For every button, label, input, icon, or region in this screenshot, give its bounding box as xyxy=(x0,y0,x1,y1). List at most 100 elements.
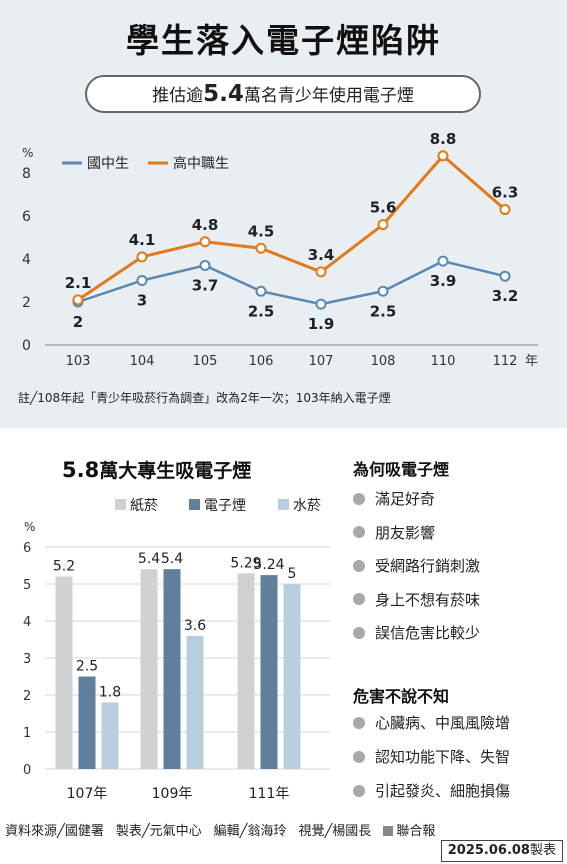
line-y-tick-label: 2 xyxy=(22,295,31,311)
why-item-label: 身上不想有菸味 xyxy=(375,590,481,609)
brand-square-icon xyxy=(383,826,394,836)
why-item: 滿足好奇 xyxy=(353,488,435,509)
line-x-tick-label: 108 xyxy=(371,354,396,369)
bar xyxy=(163,569,181,769)
main-title: 學生落入電子煙陷阱 xyxy=(126,21,441,60)
why-item: 身上不想有菸味 xyxy=(353,589,480,610)
senior-point xyxy=(199,236,211,248)
senior-point xyxy=(377,219,389,231)
line-x-tick-label: 107 xyxy=(309,354,334,369)
credit-source: 資料來源╱國健署 xyxy=(5,824,104,839)
bullet-icon xyxy=(353,784,365,797)
why-item-label: 誤信危害比較少 xyxy=(375,624,481,642)
subtitle-box: 推估逾5.4萬名青少年使用電子煙 xyxy=(85,75,481,113)
line-x-tick-label: 104 xyxy=(130,354,155,369)
harm-heading: 危害不說不知 xyxy=(353,687,450,706)
harm-item: 心臟病、中風風險增 xyxy=(353,712,510,733)
credit-brand: 聯合報 xyxy=(396,824,436,839)
senior-data-label: 2.1 xyxy=(65,274,92,292)
legend-junior-label: 國中生 xyxy=(87,156,129,172)
bar-y-tick-label: 3 xyxy=(23,652,31,667)
credit-visual: 視覺╱楊國長 xyxy=(298,824,372,839)
senior-data-label: 6.3 xyxy=(492,184,519,202)
line-y-tick-label: 4 xyxy=(22,252,31,268)
bullet-icon xyxy=(353,492,365,505)
why-item: 誤信危害比較少 xyxy=(353,622,480,643)
senior-point xyxy=(136,251,148,263)
bar-data-label: 3.6 xyxy=(184,618,206,634)
line-unit-label: % xyxy=(22,146,33,160)
bullet-icon xyxy=(353,716,365,729)
bar-chart-title: 5.8萬大專生吸電子煙 xyxy=(62,456,251,483)
senior-point xyxy=(255,242,267,254)
line-y-tick-label: 6 xyxy=(22,209,31,225)
bar-data-label: 5.2 xyxy=(53,559,75,575)
credit-editor: 編輯╱翁海玲 xyxy=(213,824,287,839)
junior-point xyxy=(315,298,327,310)
bar-data-label: 1.8 xyxy=(99,684,121,700)
bar-y-tick-label: 2 xyxy=(23,689,31,704)
harm-item: 引起發炎、細胞損傷 xyxy=(353,780,510,801)
bar-x-tick-label: 111年 xyxy=(249,786,290,802)
bar-y-tick-label: 5 xyxy=(23,578,31,593)
senior-point xyxy=(72,294,84,306)
line-y-tick-label: 8 xyxy=(22,166,31,182)
senior-data-label: 5.6 xyxy=(370,199,397,217)
bar-data-label: 2.5 xyxy=(76,659,98,675)
bar-data-label: 5.4 xyxy=(161,551,183,567)
bullet-icon xyxy=(353,559,365,572)
why-item: 朋友影響 xyxy=(353,522,435,543)
junior-data-label: 3.2 xyxy=(492,287,519,305)
legend-senior-label: 高中職生 xyxy=(173,155,229,172)
senior-point xyxy=(315,266,327,278)
bar xyxy=(101,702,119,769)
subtitle-number: 5.4 xyxy=(203,81,244,107)
bar-legend-swatch xyxy=(278,499,289,510)
bullet-icon xyxy=(353,626,365,639)
bar-chart-title-number: 5.8 xyxy=(62,458,100,482)
chart-note: 註╱108年起「青少年吸菸行為調查」改為2年一次；103年納入電子煙 xyxy=(18,391,391,405)
bullet-icon xyxy=(353,750,365,763)
junior-data-label: 3.9 xyxy=(430,272,457,290)
bar xyxy=(78,676,96,769)
bar-y-tick-label: 6 xyxy=(23,541,31,556)
why-item-label: 朋友影響 xyxy=(375,523,436,542)
bar xyxy=(55,576,73,769)
junior-point xyxy=(499,270,511,282)
harm-item-label: 心臟病、中風風險增 xyxy=(375,714,511,732)
junior-data-label: 3 xyxy=(137,292,147,310)
bar xyxy=(237,573,255,769)
bar xyxy=(186,635,204,769)
junior-point xyxy=(199,259,211,271)
junior-point xyxy=(377,285,389,297)
senior-data-label: 4.5 xyxy=(248,222,275,240)
top-panel xyxy=(0,0,567,428)
senior-data-label: 8.8 xyxy=(430,130,457,148)
date-value: 2025.06.08 xyxy=(447,843,530,858)
bar-data-label: 5.4 xyxy=(138,551,160,567)
bar-unit-label: % xyxy=(24,520,35,534)
bar-legend-label: 紙菸 xyxy=(130,498,158,514)
junior-series-line xyxy=(77,259,506,306)
bar-data-label: 5 xyxy=(288,566,297,582)
junior-data-label: 1.9 xyxy=(308,315,335,333)
why-heading: 為何吸電子煙 xyxy=(353,460,450,479)
senior-data-label: 4.1 xyxy=(129,231,156,249)
date-suffix: 製表 xyxy=(529,843,556,858)
why-item: 受網路行銷刺激 xyxy=(353,555,480,576)
subtitle-suffix: 萬名青少年使用電子煙 xyxy=(243,86,414,106)
senior-point xyxy=(437,150,449,162)
harm-item-label: 引起發炎、細胞損傷 xyxy=(375,782,511,800)
bar-x-tick-label: 109年 xyxy=(152,786,193,802)
bar-chart-title-text: 萬大專生吸電子煙 xyxy=(99,460,252,482)
harm-item-label: 認知功能下降、失智 xyxy=(375,748,511,766)
line-chart: % 0 2 4 6 8 103 104 105 106 107 108 110 112 年 國中生 高中職生 2 3… xyxy=(22,130,538,369)
bar xyxy=(140,569,158,769)
bar-y-tick-label: 1 xyxy=(23,726,31,741)
credit-maker: 製表╱元氣中心 xyxy=(115,824,202,839)
senior-data-label: 4.8 xyxy=(192,216,219,234)
harm-item: 認知功能下降、失智 xyxy=(353,746,510,767)
line-x-tick-label: 105 xyxy=(193,354,218,369)
junior-point xyxy=(437,255,449,267)
senior-data-label: 3.4 xyxy=(308,246,335,264)
